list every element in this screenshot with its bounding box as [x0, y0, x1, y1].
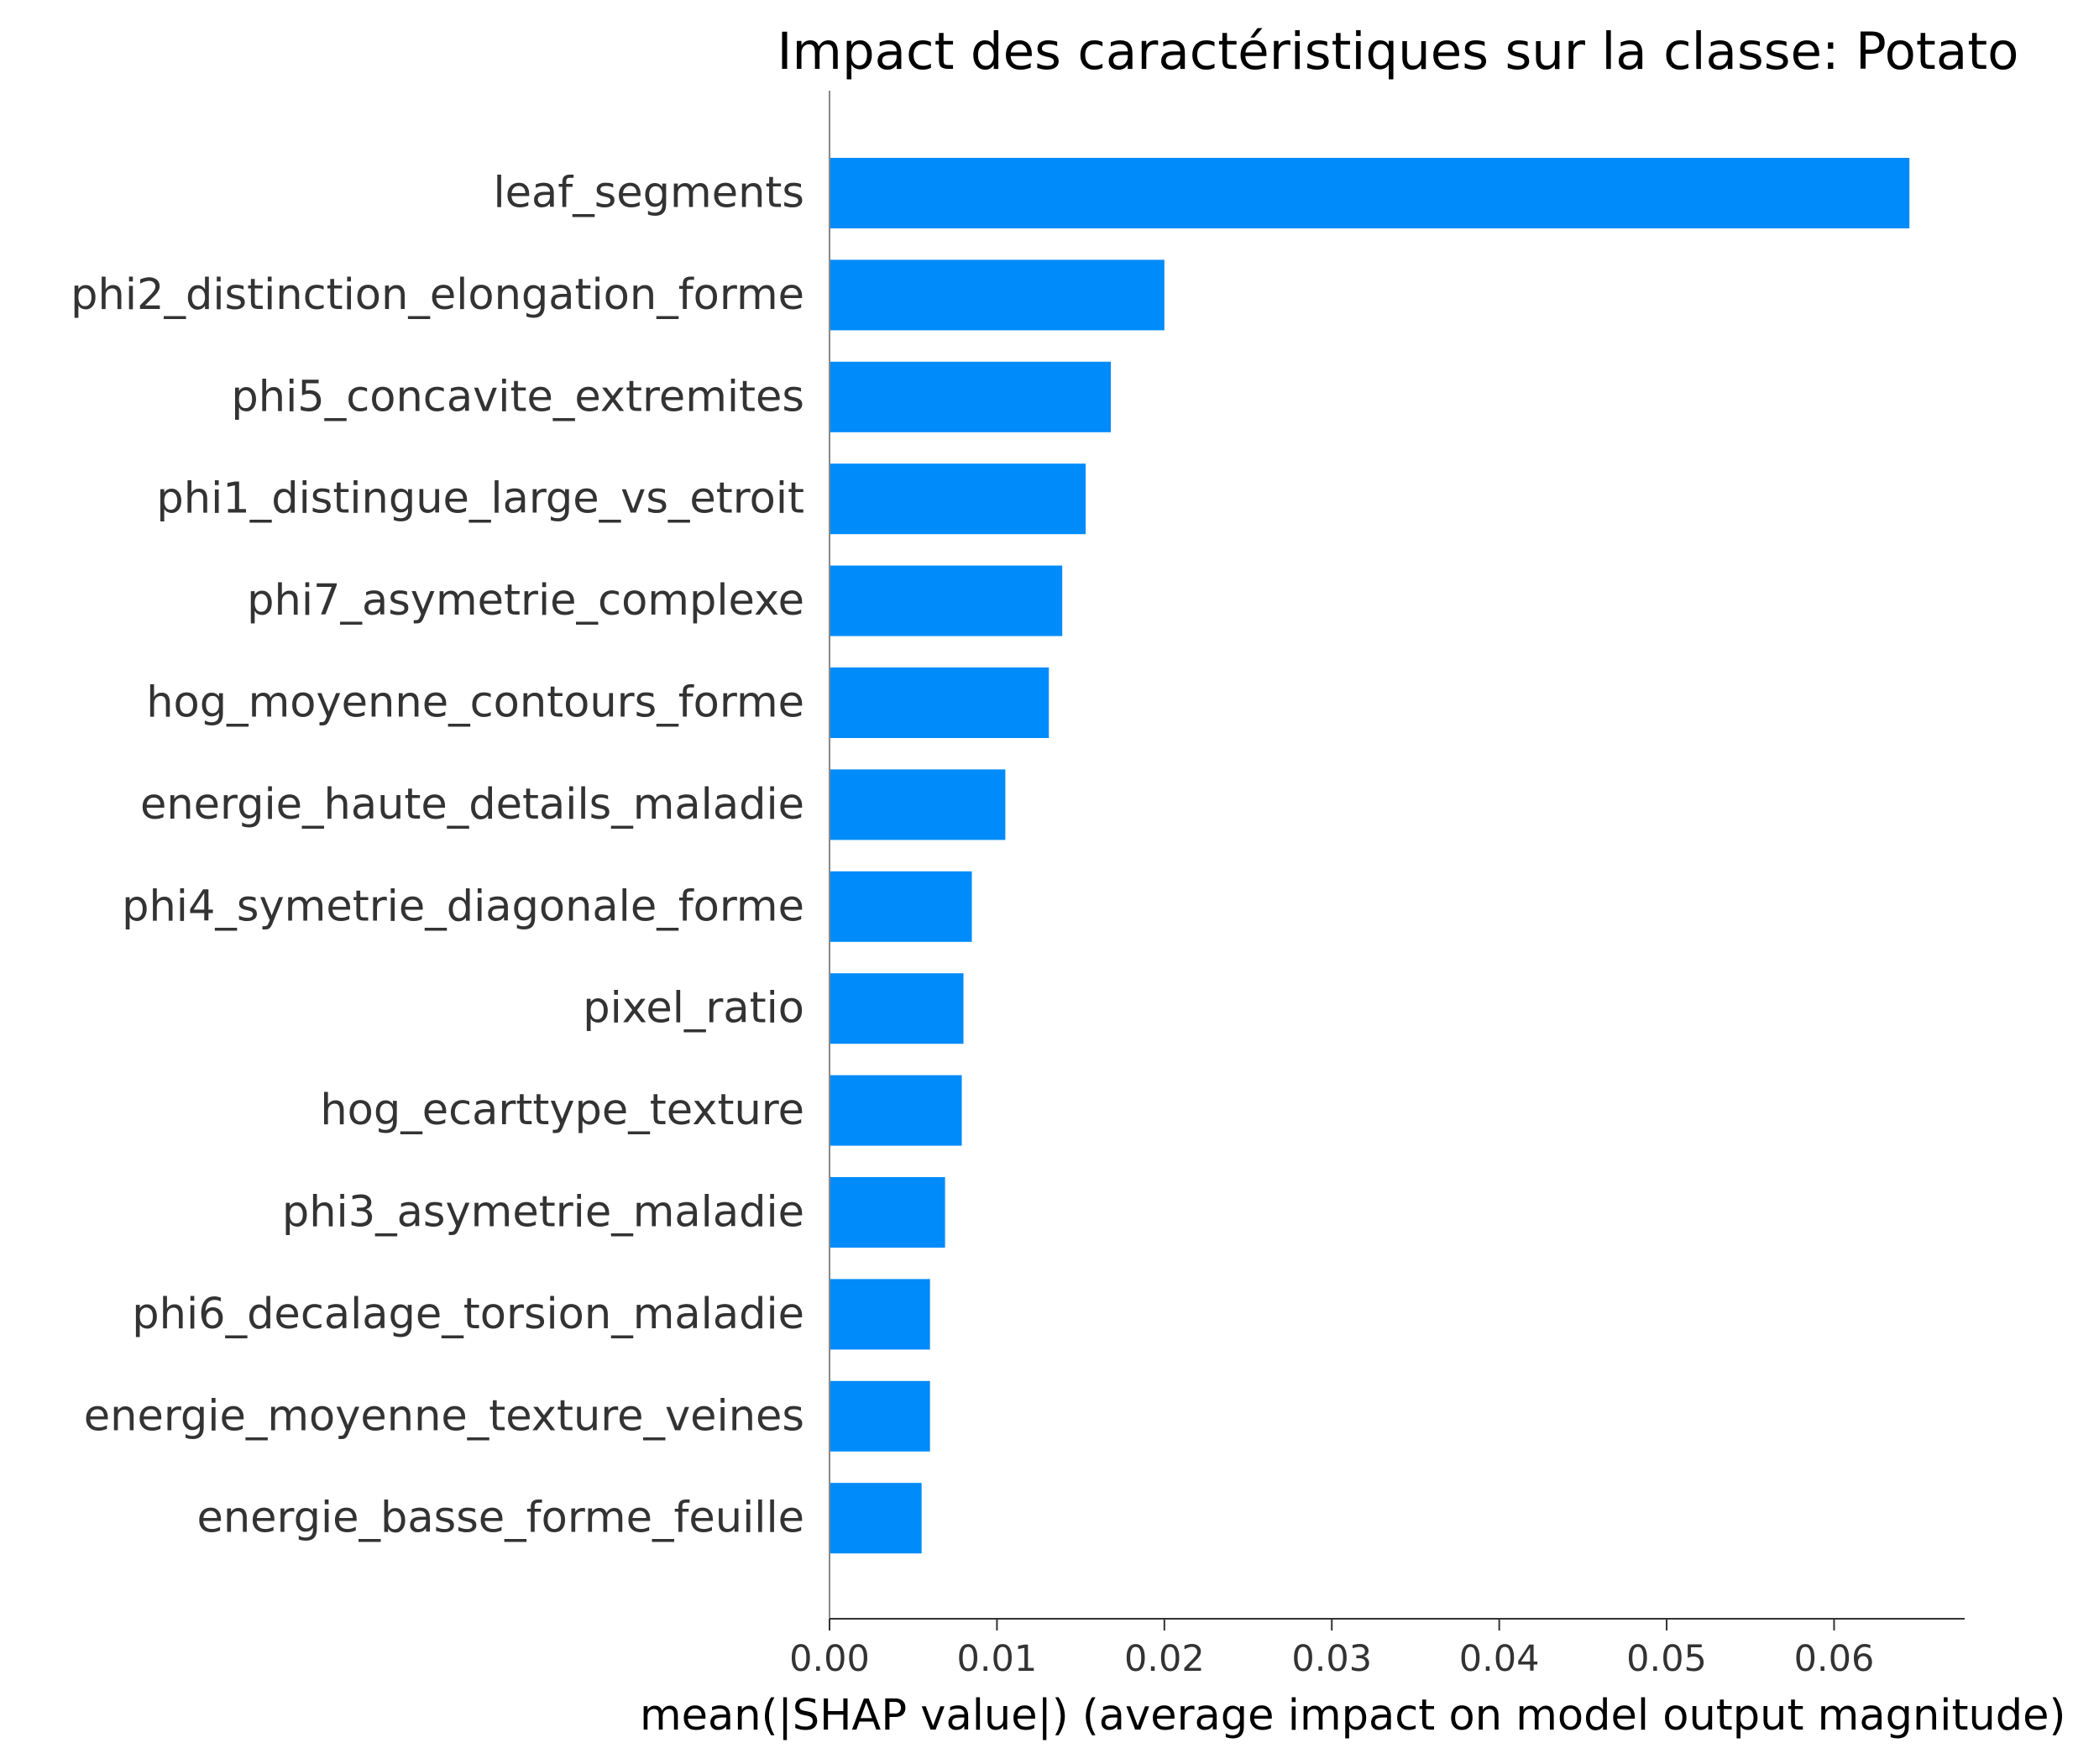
y-tick-label: phi4_symetrie_diagonale_forme — [122, 882, 804, 931]
y-tick-label: phi2_distinction_elongation_forme — [71, 270, 804, 320]
x-ticks: 0.00 0.01 0.02 0.03 0.04 0.05 0.06 — [789, 1619, 1874, 1680]
y-tick-label: phi1_distingue_large_vs_etroit — [156, 474, 804, 524]
x-tick-label: 0.02 — [1124, 1638, 1205, 1680]
y-tick-label: phi5_concavite_extremites — [231, 372, 804, 421]
y-tick-label: hog_moyenne_contours_forme — [146, 678, 804, 728]
x-tick-label: 0.00 — [789, 1638, 870, 1680]
x-tick-label: 0.03 — [1291, 1638, 1372, 1680]
x-tick-label: 0.06 — [1794, 1638, 1875, 1680]
bar-phi5_concavite_extremites — [830, 361, 1112, 432]
bar-phi6_decalage_torsion_maladie — [830, 1279, 930, 1350]
bar-phi2_distinction_elongation_forme — [830, 259, 1165, 331]
y-tick-label: energie_moyenne_texture_veines — [84, 1391, 804, 1441]
bars-group — [830, 158, 1910, 1554]
bar-phi4_symetrie_diagonale_forme — [830, 871, 972, 942]
y-tick-labels: leaf_segments phi2_distinction_elongation… — [71, 169, 804, 1543]
bar-phi1_distingue_large_vs_etroit — [830, 463, 1086, 535]
y-tick-label: phi3_asymetrie_maladie — [282, 1188, 804, 1238]
bar-energie_basse_forme_feuille — [830, 1483, 922, 1554]
bar-phi3_asymetrie_maladie — [830, 1177, 945, 1248]
x-axis-label: mean(|SHAP value|) (average impact on mo… — [640, 1691, 2065, 1740]
y-tick-label: energie_basse_forme_feuille — [196, 1494, 804, 1543]
x-tick-label: 0.01 — [957, 1638, 1038, 1680]
y-tick-label: phi6_decalage_torsion_maladie — [132, 1290, 804, 1339]
bar-energie_haute_details_maladie — [830, 769, 1006, 840]
y-tick-label: energie_haute_details_maladie — [140, 780, 804, 830]
chart-title: Impact des caractéristiques sur la class… — [777, 22, 2019, 81]
x-tick-label: 0.04 — [1459, 1638, 1540, 1680]
y-tick-label: leaf_segments — [493, 169, 804, 218]
bar-pixel_ratio — [830, 973, 964, 1044]
y-tick-label: pixel_ratio — [583, 984, 804, 1034]
bar-hog_moyenne_contours_forme — [830, 667, 1050, 738]
x-tick-label: 0.05 — [1626, 1638, 1707, 1680]
y-tick-label: phi7_asymetrie_complexe — [247, 576, 804, 626]
bar-leaf_segments — [830, 158, 1910, 228]
bar-phi7_asymetrie_complexe — [830, 565, 1063, 636]
y-tick-label: hog_ecarttype_texture — [320, 1086, 804, 1135]
bar-energie_moyenne_texture_veines — [830, 1380, 930, 1452]
bar-hog_ecarttype_texture — [830, 1075, 962, 1146]
